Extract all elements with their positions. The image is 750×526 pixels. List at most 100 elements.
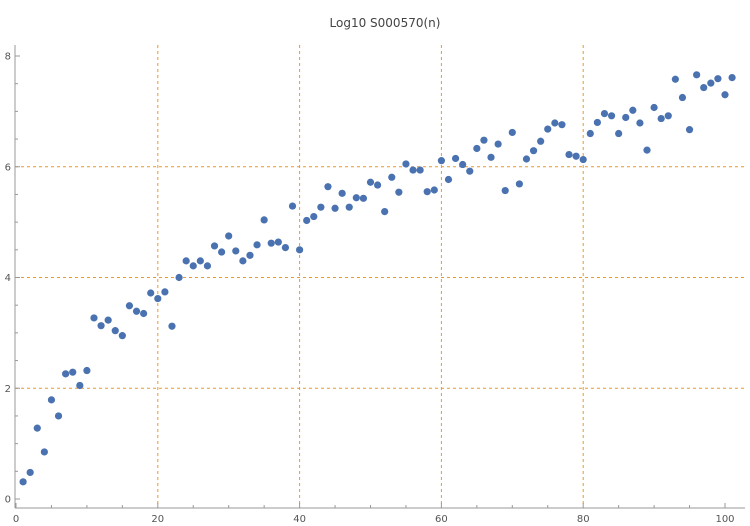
data-point [451, 154, 460, 163]
data-point [97, 322, 105, 330]
data-point [281, 243, 290, 252]
x-tick-label: 20 [151, 514, 164, 525]
data-point [409, 166, 417, 174]
data-point [132, 307, 141, 315]
data-point [140, 309, 148, 318]
data-point [473, 144, 481, 153]
data-point [182, 257, 190, 265]
data-point [565, 150, 573, 159]
data-point [345, 203, 353, 211]
data-point [430, 186, 438, 194]
data-point [33, 424, 41, 432]
y-axis-ticks: 0 2 4 6 8 [5, 52, 20, 506]
data-point [522, 155, 531, 163]
data-point [83, 366, 91, 375]
data-point [260, 216, 268, 224]
data-point [239, 257, 247, 265]
data-point [366, 178, 375, 186]
data-point [62, 370, 70, 378]
data-point [19, 478, 27, 486]
data-point [267, 239, 275, 247]
data-point [586, 129, 594, 138]
data-point [480, 136, 488, 144]
data-point [593, 118, 601, 127]
data-point [381, 208, 389, 216]
data-point [600, 109, 609, 118]
data-point [310, 212, 318, 221]
data-point [537, 137, 545, 145]
data-point [90, 314, 98, 322]
data-point [303, 216, 311, 225]
data-point [459, 160, 467, 169]
x-axis-ticks: 0 20 40 60 80 100 [13, 503, 735, 525]
grid [15, 45, 745, 508]
data-point [161, 288, 169, 296]
x-tick-label: 80 [577, 514, 590, 525]
data-point [288, 202, 297, 210]
data-point [104, 316, 112, 324]
data-point [721, 91, 729, 99]
data-point [572, 152, 580, 160]
data-point [388, 173, 396, 181]
data-point [210, 242, 219, 250]
data-point [253, 241, 261, 249]
x-tick-label: 0 [13, 514, 19, 525]
data-point [551, 119, 559, 127]
data-point [664, 112, 672, 120]
y-tick-label: 8 [5, 52, 11, 63]
data-points [19, 71, 736, 486]
data-point [636, 119, 644, 127]
data-point [175, 273, 183, 282]
data-point [558, 121, 566, 129]
data-point [515, 180, 523, 188]
data-point [444, 175, 453, 184]
data-point [168, 322, 176, 330]
y-tick-label: 4 [5, 273, 11, 284]
data-point [657, 114, 665, 123]
data-point [501, 186, 509, 195]
data-point [437, 157, 445, 165]
data-point [26, 468, 34, 477]
x-tick-label: 100 [715, 514, 734, 525]
data-point [352, 194, 360, 202]
data-point [508, 128, 516, 137]
data-point [331, 204, 339, 212]
data-point [700, 83, 708, 92]
data-point [40, 448, 48, 456]
data-point [154, 294, 162, 303]
data-point [373, 181, 382, 189]
data-point [47, 396, 56, 404]
data-point [317, 203, 325, 211]
data-point [416, 166, 424, 174]
data-point [728, 73, 736, 82]
data-point [650, 103, 658, 112]
data-point [125, 302, 134, 310]
data-point [678, 93, 687, 102]
data-point [218, 248, 226, 256]
data-point [54, 412, 63, 420]
y-tick-label: 0 [5, 495, 11, 506]
x-tick-label: 60 [435, 514, 448, 525]
data-point [466, 167, 474, 175]
data-point [615, 129, 623, 138]
data-point [714, 75, 722, 83]
data-point [69, 368, 77, 376]
x-tick-label: 40 [293, 514, 306, 525]
data-point [232, 247, 240, 255]
data-point [225, 232, 233, 240]
data-point [203, 262, 212, 270]
y-tick-label: 2 [5, 384, 11, 395]
data-point [685, 126, 694, 134]
data-point [147, 289, 155, 297]
data-point [76, 381, 84, 390]
data-point [274, 238, 282, 246]
data-point [338, 189, 346, 197]
data-point [693, 71, 701, 79]
data-point [324, 183, 332, 191]
data-point [579, 155, 587, 164]
data-point [196, 257, 204, 265]
data-point [494, 140, 502, 148]
data-point [622, 113, 630, 122]
data-point [629, 106, 637, 114]
